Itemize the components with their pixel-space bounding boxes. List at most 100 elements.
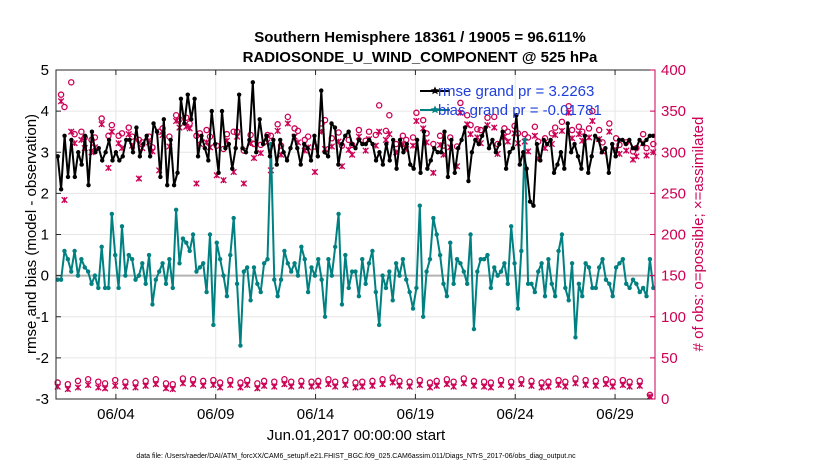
rmse-point	[343, 133, 348, 138]
possible-obs-point	[122, 378, 129, 385]
rmse-point	[579, 166, 584, 171]
right-tick-label: 0	[661, 391, 669, 408]
possible-obs-point	[430, 140, 437, 148]
rmse-point	[264, 133, 269, 138]
rmse-point	[421, 129, 427, 134]
assimilated-obs-point	[240, 180, 248, 187]
bias-point	[82, 265, 87, 270]
bias-point	[278, 277, 284, 282]
assimilated-obs-point	[572, 380, 579, 387]
bias-point	[146, 252, 152, 258]
assimilated-obs-point	[132, 384, 139, 391]
possible-obs-point	[474, 125, 481, 133]
rmse-point	[524, 166, 529, 171]
bias-point	[471, 326, 477, 332]
bias-point	[458, 261, 463, 266]
bias-point	[624, 281, 629, 287]
possible-obs-point	[172, 111, 180, 119]
rmse-point	[630, 145, 635, 151]
rmse-point	[538, 158, 543, 163]
rmse-point	[586, 170, 591, 176]
rmse-point	[240, 145, 245, 151]
x-axis-label: Jun.01,2017 00:00:00 start	[267, 427, 446, 444]
rmse-point	[141, 141, 146, 147]
rmse-point	[86, 182, 91, 188]
bias-point	[353, 269, 358, 274]
assimilated-obs-point	[111, 382, 119, 390]
rmse-point	[58, 187, 64, 192]
possible-obs-point	[189, 376, 197, 383]
rmse-point	[476, 141, 481, 147]
rmse-point	[620, 137, 625, 143]
rmse-point	[490, 137, 495, 143]
possible-obs-point	[98, 115, 105, 122]
possible-obs-point	[470, 377, 478, 385]
rmse-point	[202, 145, 208, 151]
bias-point	[157, 269, 162, 274]
bias-point	[224, 293, 230, 299]
rmse-point	[69, 137, 74, 143]
rmse-point	[209, 108, 214, 114]
bias-point	[363, 281, 368, 287]
bias-point	[366, 261, 372, 266]
possible-obs-point	[243, 376, 251, 384]
rmse-point	[558, 150, 564, 155]
rmse-point	[93, 150, 98, 155]
possible-obs-point	[419, 116, 427, 124]
bias-point	[627, 285, 632, 291]
bias-point	[505, 281, 510, 287]
bias-point	[539, 261, 544, 266]
bias-point	[478, 256, 483, 262]
possible-obs-point	[578, 128, 586, 135]
bias-point	[437, 252, 443, 258]
possible-obs-point	[369, 377, 376, 385]
bias-point	[55, 277, 60, 282]
bias-point	[238, 343, 243, 348]
bias-point	[143, 281, 148, 287]
rmse-point	[613, 154, 618, 159]
rmse-point	[113, 150, 119, 155]
possible-obs-point	[359, 378, 366, 385]
bias-point	[217, 256, 223, 262]
left-tick-label: 0	[41, 268, 49, 285]
bias-point	[167, 256, 172, 262]
rmse-point	[356, 137, 362, 143]
possible-obs-point	[352, 379, 359, 386]
possible-obs-point	[595, 126, 603, 134]
rmse-point	[257, 117, 262, 122]
rmse-point	[644, 137, 649, 143]
rmse-point	[408, 162, 413, 167]
rmse-point	[76, 150, 81, 155]
possible-obs-point	[379, 376, 386, 383]
rmse-point	[517, 162, 522, 167]
possible-obs-point	[528, 377, 535, 385]
rmse-point	[329, 121, 334, 126]
possible-obs-point	[179, 375, 187, 382]
left-tick-label: -2	[36, 350, 49, 367]
rmse-point	[137, 154, 143, 159]
rmse-point	[452, 170, 457, 176]
assimilated-obs-point	[518, 380, 525, 388]
rmse-point	[582, 133, 588, 138]
bias-point	[69, 269, 74, 274]
assimilated-obs-point	[162, 385, 170, 392]
assimilated-obs-point	[562, 383, 569, 390]
bias-point	[72, 248, 77, 254]
rmse-point	[165, 182, 170, 188]
possible-obs-point	[210, 376, 217, 384]
bias-series	[55, 137, 656, 348]
assimilated-obs-point	[457, 109, 464, 117]
bias-point	[92, 273, 98, 278]
left-tick-label: 1	[41, 227, 49, 244]
possible-obs-point	[592, 377, 600, 385]
possible-obs-point	[298, 377, 305, 385]
left-tick-label: 3	[41, 144, 49, 161]
rmse-point	[397, 137, 403, 143]
assimilated-obs-point	[84, 381, 92, 389]
assimilated-obs-point	[467, 130, 474, 138]
bias-point	[603, 277, 609, 282]
y-axis-left-label: rmse and bias (model - observation)	[23, 114, 40, 354]
possible-obs-point	[457, 99, 464, 107]
assimilated-obs-point	[551, 131, 559, 139]
possible-obs-point	[254, 380, 261, 387]
